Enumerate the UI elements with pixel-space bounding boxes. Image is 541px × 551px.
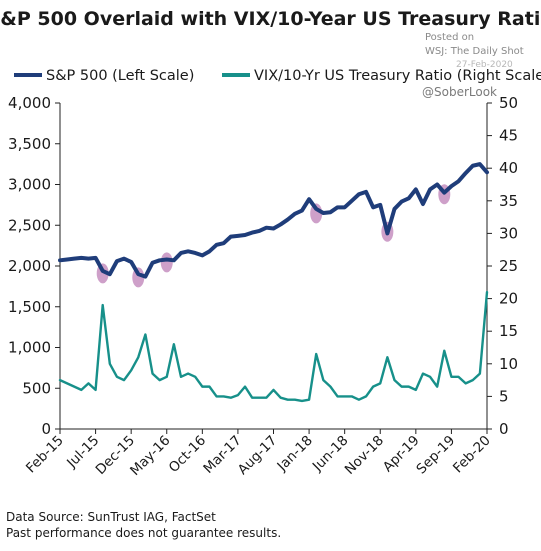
right-tick-label: 20: [499, 290, 518, 308]
right-tick-label: 40: [499, 159, 518, 177]
left-tick-label: 1,000: [8, 339, 51, 357]
right-tick-label: 50: [499, 94, 518, 112]
x-tick-label: Nov-18: [342, 433, 387, 478]
right-tick-label: 0: [499, 420, 509, 438]
right-tick-label: 10: [499, 355, 518, 373]
watermark-source: WSJ: The Daily Shot: [425, 46, 524, 57]
right-tick-label: 15: [499, 322, 518, 340]
highlight-marker: [160, 252, 173, 273]
legend-label-sp500: S&P 500 (Left Scale): [46, 68, 194, 84]
left-tick-label: 2,000: [8, 257, 51, 275]
left-tick-label: 4,000: [8, 94, 51, 112]
left-tick-label: 2,500: [8, 216, 51, 234]
chart-title: S&P 500 Overlaid with VIX/10-Year US Tre…: [0, 8, 541, 30]
x-tick-label: Feb-15: [23, 433, 67, 477]
footer-source: Data Source: SunTrust IAG, FactSet: [6, 510, 216, 524]
right-tick-label: 35: [499, 192, 518, 210]
x-tick-label: Jan-18: [274, 433, 316, 475]
series-line-sp500: [58, 162, 489, 279]
right-tick-label: 5: [499, 387, 509, 405]
right-tick-label: 25: [499, 257, 518, 275]
left-tick-label: 3,000: [8, 176, 51, 194]
x-tick-label: May-16: [127, 433, 173, 479]
left-tick-label: 3,500: [8, 135, 51, 153]
footer-disclaimer: Past performance does not guarantee resu…: [6, 526, 281, 540]
x-tick-label: Feb-20: [450, 433, 494, 477]
legend: S&P 500 (Left Scale) VIX/10-Yr US Treasu…: [14, 68, 541, 84]
x-tick-label: Aug-17: [235, 433, 281, 479]
right-tick-label: 30: [499, 224, 518, 242]
legend-label-ratio: VIX/10-Yr US Treasury Ratio (Right Scale…: [254, 68, 541, 84]
left-tick-label: 1,500: [8, 298, 51, 316]
right-tick-label: 45: [499, 127, 518, 145]
watermark-date: 27-Feb-2020: [456, 60, 513, 70]
x-tick-label: Oct-16: [166, 433, 209, 476]
series-lines: [58, 162, 489, 403]
watermark: Posted on WSJ: The Daily Shot 27-Feb-202…: [422, 32, 524, 99]
axes: 0 500 1,000 1,500 2,000 2,500 3,000 3,500 4,000 0…: [8, 94, 518, 479]
left-tick-label: 500: [22, 379, 51, 397]
left-tick-label: 0: [41, 420, 51, 438]
watermark-posted-on: Posted on: [425, 32, 474, 43]
series-line-ratio: [58, 290, 489, 403]
x-tick-label: Sep-19: [413, 433, 458, 478]
watermark-handle: @SoberLook: [422, 85, 497, 99]
